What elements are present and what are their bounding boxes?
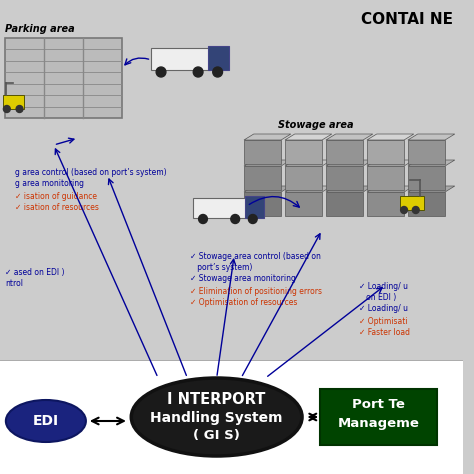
- Bar: [367, 166, 404, 190]
- Text: Port Te: Port Te: [352, 398, 405, 410]
- Bar: [285, 166, 322, 190]
- Text: Manageme: Manageme: [338, 417, 419, 429]
- Circle shape: [16, 106, 23, 112]
- Bar: [326, 192, 363, 216]
- Bar: [326, 166, 363, 190]
- Bar: [367, 192, 404, 216]
- Bar: [285, 192, 322, 216]
- Text: ✓ Optimisati: ✓ Optimisati: [359, 317, 408, 326]
- Polygon shape: [408, 134, 455, 140]
- Bar: [326, 140, 363, 164]
- Circle shape: [231, 215, 239, 224]
- FancyArrowPatch shape: [249, 197, 299, 207]
- Polygon shape: [326, 160, 373, 166]
- Bar: [244, 192, 281, 216]
- Text: ✓ Stowage area monitoring: ✓ Stowage area monitoring: [190, 274, 296, 283]
- Polygon shape: [367, 160, 414, 166]
- Bar: [244, 140, 281, 164]
- Circle shape: [401, 207, 408, 213]
- Text: ✓ Elimination of positioning errors: ✓ Elimination of positioning errors: [190, 287, 322, 296]
- Text: CONTAI NE: CONTAI NE: [361, 12, 453, 27]
- Circle shape: [156, 67, 166, 77]
- Circle shape: [3, 106, 10, 112]
- Text: ✓ isation of guidance: ✓ isation of guidance: [15, 192, 97, 201]
- Bar: [408, 140, 445, 164]
- Text: ✓ Stowage area control (based on: ✓ Stowage area control (based on: [190, 252, 321, 261]
- Polygon shape: [244, 160, 291, 166]
- Bar: [245, 196, 264, 218]
- Polygon shape: [326, 134, 373, 140]
- FancyArrowPatch shape: [125, 58, 149, 65]
- Bar: [3, 95, 24, 109]
- Text: ✓ ased on EDI ): ✓ ased on EDI ): [5, 268, 64, 277]
- Polygon shape: [244, 134, 291, 140]
- Text: ✓ Loading/ u: ✓ Loading/ u: [359, 304, 408, 313]
- Text: ✓ Faster load: ✓ Faster load: [359, 328, 410, 337]
- Bar: [367, 140, 404, 164]
- Polygon shape: [326, 186, 373, 192]
- Bar: [208, 46, 229, 70]
- Bar: [244, 166, 281, 190]
- Polygon shape: [408, 160, 455, 166]
- Bar: [408, 166, 445, 190]
- Text: ntrol: ntrol: [5, 279, 23, 288]
- Bar: [151, 48, 210, 70]
- Text: ( GI S): ( GI S): [193, 429, 240, 443]
- Text: ✓ Loading/ u: ✓ Loading/ u: [359, 282, 408, 291]
- Polygon shape: [244, 186, 291, 192]
- Polygon shape: [408, 186, 455, 192]
- Text: g area control (based on port’s system): g area control (based on port’s system): [15, 168, 166, 177]
- Circle shape: [199, 215, 208, 224]
- Text: Stowage area: Stowage area: [278, 120, 354, 130]
- Ellipse shape: [6, 400, 86, 442]
- Bar: [193, 198, 247, 218]
- Text: I NTERPORT: I NTERPORT: [167, 392, 266, 407]
- Ellipse shape: [131, 378, 302, 456]
- Text: EDI: EDI: [33, 414, 59, 428]
- Bar: [408, 192, 445, 216]
- Polygon shape: [285, 134, 332, 140]
- Text: Parking area: Parking area: [5, 24, 74, 34]
- Text: ✓ Optimisation of resources: ✓ Optimisation of resources: [190, 298, 298, 307]
- Circle shape: [193, 67, 203, 77]
- Circle shape: [412, 207, 419, 213]
- Bar: [285, 140, 322, 164]
- Text: port’s system): port’s system): [190, 263, 253, 272]
- FancyBboxPatch shape: [0, 360, 463, 474]
- Text: Handling System: Handling System: [150, 411, 283, 425]
- Text: g area monitoring: g area monitoring: [15, 179, 83, 188]
- Text: ✓ isation of resources: ✓ isation of resources: [15, 203, 99, 212]
- Polygon shape: [367, 186, 414, 192]
- Circle shape: [213, 67, 222, 77]
- Text: on EDI ): on EDI ): [359, 293, 396, 302]
- Polygon shape: [367, 134, 414, 140]
- Polygon shape: [285, 186, 332, 192]
- Bar: [5, 38, 122, 118]
- Polygon shape: [285, 160, 332, 166]
- FancyBboxPatch shape: [320, 389, 437, 445]
- Circle shape: [248, 215, 257, 224]
- Bar: [400, 196, 424, 210]
